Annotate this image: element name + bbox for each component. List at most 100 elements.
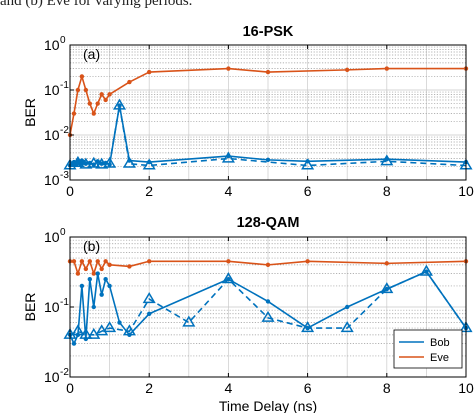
data-point-triangle bbox=[182, 315, 196, 327]
axes-box bbox=[69, 44, 467, 181]
data-point-triangle bbox=[380, 282, 394, 294]
x-tick-label: 6 bbox=[304, 183, 312, 199]
data-point bbox=[384, 261, 389, 266]
data-point bbox=[127, 79, 132, 85]
data-point bbox=[345, 67, 350, 73]
y-tick-exponent: 0 bbox=[60, 35, 66, 46]
data-point bbox=[265, 299, 271, 304]
data-point bbox=[91, 304, 96, 310]
data-point-triangle bbox=[71, 155, 85, 167]
data-point bbox=[147, 69, 152, 75]
data-point-triangle bbox=[87, 156, 101, 168]
data-point-triangle bbox=[79, 327, 93, 339]
panel-label: (b) bbox=[83, 238, 100, 254]
data-point bbox=[226, 259, 231, 264]
y-tick-exponent: -3 bbox=[60, 170, 69, 181]
data-point bbox=[95, 101, 100, 106]
x-tick-label: 8 bbox=[383, 380, 391, 396]
data-point bbox=[87, 276, 93, 282]
figure-caption: and (b) Eve for varying periods. bbox=[0, 0, 193, 9]
legend-box bbox=[393, 329, 463, 369]
data-point-triangle bbox=[103, 321, 117, 333]
y-tick-label: 10 bbox=[44, 127, 60, 143]
data-point-triangle bbox=[261, 310, 275, 322]
panel-title: 16-PSK bbox=[243, 24, 294, 40]
data-point bbox=[345, 304, 350, 310]
data-point bbox=[91, 271, 96, 276]
y-tick-label: 10 bbox=[44, 82, 60, 98]
data-point bbox=[83, 336, 89, 342]
data-point bbox=[83, 266, 89, 272]
x-tick-label: 4 bbox=[225, 380, 233, 396]
data-point bbox=[103, 276, 108, 282]
data-point bbox=[127, 264, 132, 269]
series-line-eve-0 bbox=[69, 67, 466, 136]
data-point-triangle bbox=[419, 264, 433, 276]
data-point bbox=[147, 259, 152, 264]
data-point bbox=[71, 259, 77, 264]
data-point bbox=[147, 311, 152, 316]
data-point-triangle bbox=[221, 151, 235, 163]
data-point bbox=[71, 341, 77, 346]
data-point-triangle bbox=[95, 157, 109, 169]
y-axis-label: BER bbox=[22, 98, 38, 127]
data-point bbox=[99, 92, 104, 97]
data-point bbox=[107, 262, 112, 268]
x-tick-label: 8 bbox=[383, 183, 391, 199]
data-point bbox=[117, 103, 122, 108]
legend-label-eve: Eve bbox=[430, 352, 449, 364]
data-point bbox=[107, 92, 112, 97]
data-point bbox=[103, 97, 108, 103]
x-tick-label: 0 bbox=[66, 183, 74, 199]
data-point bbox=[79, 259, 85, 264]
data-point bbox=[87, 259, 93, 264]
data-point bbox=[75, 271, 81, 276]
data-point-triangle bbox=[301, 158, 315, 170]
x-tick-label: 10 bbox=[458, 380, 474, 396]
data-point bbox=[265, 69, 271, 75]
data-point bbox=[95, 271, 100, 276]
data-point-triangle bbox=[71, 324, 85, 336]
data-point bbox=[265, 262, 271, 268]
data-point-triangle bbox=[221, 272, 235, 284]
x-tick-label: 10 bbox=[458, 183, 474, 199]
data-point bbox=[107, 283, 112, 289]
data-point-triangle bbox=[301, 321, 315, 333]
x-tick-label: 2 bbox=[145, 380, 153, 396]
y-tick-exponent: -2 bbox=[60, 125, 69, 136]
y-tick-label: 10 bbox=[44, 37, 60, 53]
data-point bbox=[99, 292, 104, 297]
y-axis-label: BER bbox=[22, 293, 38, 322]
data-point-triangle bbox=[122, 156, 136, 168]
y-tick-label: 10 bbox=[44, 229, 60, 245]
y-tick-exponent: -1 bbox=[60, 80, 69, 91]
y-tick-exponent: -1 bbox=[60, 297, 69, 308]
x-tick-label: 0 bbox=[66, 380, 74, 396]
x-axis-label: Time Delay (ns) bbox=[219, 398, 317, 413]
x-tick-label: 2 bbox=[145, 183, 153, 199]
data-point-triangle bbox=[142, 158, 156, 170]
y-tick-label: 10 bbox=[44, 369, 60, 385]
data-point bbox=[83, 87, 89, 93]
y-tick-exponent: 0 bbox=[60, 227, 66, 238]
panel-title: 128-QAM bbox=[237, 215, 300, 231]
data-point-triangle bbox=[103, 156, 117, 168]
data-point bbox=[71, 111, 77, 116]
data-point-triangle bbox=[340, 321, 354, 333]
data-point bbox=[95, 259, 100, 264]
data-point bbox=[305, 259, 310, 264]
data-point bbox=[107, 162, 112, 167]
data-point bbox=[79, 74, 85, 79]
data-point bbox=[75, 87, 81, 93]
data-point-triangle bbox=[79, 157, 93, 169]
data-point bbox=[103, 259, 108, 264]
y-tick-label: 10 bbox=[44, 172, 60, 188]
panel-label: (a) bbox=[83, 46, 100, 62]
data-point bbox=[226, 66, 231, 71]
data-point bbox=[91, 111, 96, 116]
data-point-triangle bbox=[380, 154, 394, 166]
data-point-triangle bbox=[122, 324, 136, 336]
legend: Bob Eve bbox=[393, 329, 463, 369]
